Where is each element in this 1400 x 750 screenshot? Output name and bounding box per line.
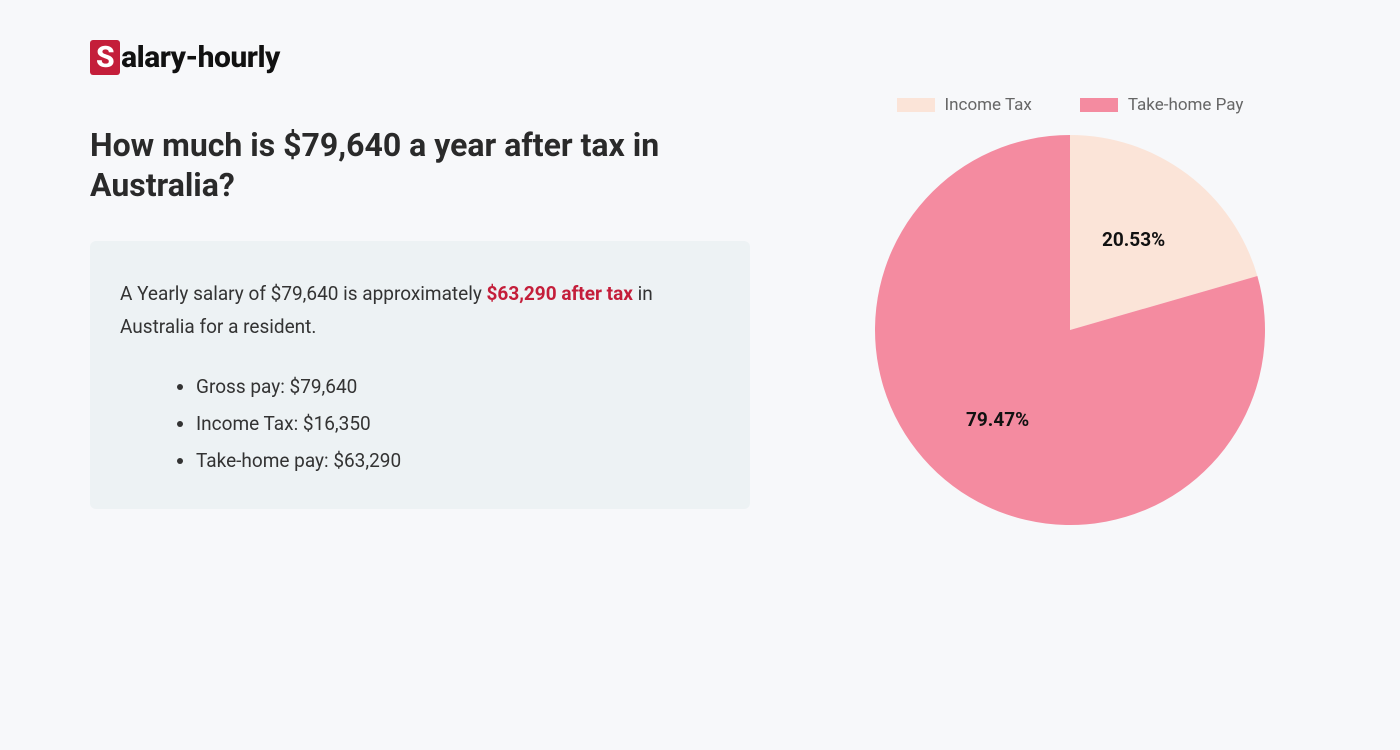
detail-takehome: Take-home pay: $63,290 [196, 442, 720, 479]
left-column: How much is $79,640 a year after tax in … [90, 125, 750, 525]
logo-text: alary-hourly [121, 40, 280, 75]
detail-tax: Income Tax: $16,350 [196, 405, 720, 442]
right-column: Income Tax Take-home Pay 20.53% 79.47% [830, 95, 1310, 525]
logo-s-mark: S [90, 40, 120, 75]
site-logo: Salary-hourly [90, 40, 1310, 75]
detail-gross: Gross pay: $79,640 [196, 368, 720, 405]
summary-highlight: $63,290 after tax [487, 282, 633, 305]
legend-label-takehome: Take-home Pay [1128, 95, 1244, 115]
summary-box: A Yearly salary of $79,640 is approximat… [90, 241, 750, 509]
summary-sentence: A Yearly salary of $79,640 is approximat… [120, 277, 720, 344]
pie-label-takehome: 79.47% [966, 408, 1029, 431]
details-list: Gross pay: $79,640 Income Tax: $16,350 T… [120, 368, 720, 479]
pie-svg [875, 135, 1265, 525]
summary-prefix: A Yearly salary of $79,640 is approximat… [120, 282, 487, 305]
main-container: How much is $79,640 a year after tax in … [90, 125, 1310, 525]
legend-item-takehome: Take-home Pay [1080, 95, 1244, 115]
legend-item-income-tax: Income Tax [897, 95, 1032, 115]
chart-legend: Income Tax Take-home Pay [897, 95, 1244, 115]
legend-label-income-tax: Income Tax [945, 95, 1032, 115]
legend-swatch-income-tax [897, 98, 935, 112]
legend-swatch-takehome [1080, 98, 1118, 112]
pie-label-income-tax: 20.53% [1102, 228, 1165, 251]
pie-chart: 20.53% 79.47% [875, 135, 1265, 525]
page-heading: How much is $79,640 a year after tax in … [90, 125, 750, 205]
